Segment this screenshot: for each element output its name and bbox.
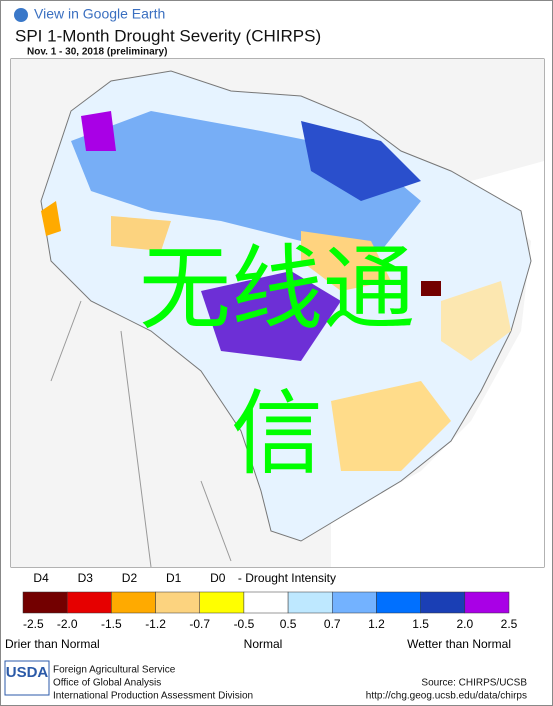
tick-label: -0.7: [189, 617, 210, 631]
tick-label: 2.5: [501, 617, 518, 631]
watermark: 信: [231, 383, 323, 485]
drought-category: D4: [33, 571, 49, 585]
map-title: SPI 1-Month Drought Severity (CHIRPS): [15, 26, 321, 45]
tick-label: -2.5: [23, 617, 44, 631]
color-bin: [287, 591, 333, 614]
color-bin: [22, 591, 68, 614]
usda-logo: [4, 660, 50, 696]
tick-label: -1.2: [145, 617, 166, 631]
drought-category: D1: [166, 571, 182, 585]
watermark: 无线通: [139, 238, 415, 340]
legend-caption: - Drought Intensity: [238, 571, 336, 585]
color-bin: [199, 591, 245, 614]
google-earth-link[interactable]: View in Google Earth: [34, 6, 165, 22]
color-bin: [332, 591, 377, 614]
tick-label: 2.0: [456, 617, 473, 631]
tick-label: 0.7: [324, 617, 341, 631]
source-url[interactable]: http://chg.geog.ucsb.edu/data/chirps: [366, 691, 527, 702]
legend: D4 D3 D2 D1 D0 - Drought Intensity -2.5 -2.0 -1.…: [5, 571, 518, 651]
globe-icon[interactable]: [14, 8, 28, 22]
color-bin: [376, 591, 421, 614]
footer-line: Office of Global Analysis: [53, 678, 161, 689]
map: [10, 58, 545, 568]
map-subtitle: Nov. 1 - 30, 2018 (preliminary): [27, 47, 167, 58]
drought-category: D2: [122, 571, 138, 585]
usda-logo-text: USDA: [6, 664, 49, 681]
color-bin: [155, 591, 200, 614]
tick-label: -0.5: [234, 617, 255, 631]
legend-label: Wetter than Normal: [407, 637, 511, 651]
color-bin: [66, 591, 112, 614]
tick-label: -1.5: [101, 617, 122, 631]
footer-line: Foreign Agricultural Service: [53, 665, 176, 676]
color-bin: [111, 591, 156, 614]
legend-label: Normal: [244, 637, 283, 651]
tick-label: 0.5: [280, 617, 297, 631]
tick-label: 1.5: [412, 617, 429, 631]
color-bin: [243, 591, 289, 614]
color-bin: [464, 591, 510, 614]
footer-line: International Production Assessment Divi…: [53, 691, 253, 702]
tick-label: -2.0: [57, 617, 78, 631]
tick-label: 1.2: [368, 617, 385, 631]
drought-category: D3: [78, 571, 94, 585]
source: Source: CHIRPS/UCSB: [421, 678, 527, 689]
drought-category: D0: [210, 571, 226, 585]
legend-label: Drier than Normal: [5, 637, 100, 651]
color-bin: [420, 591, 466, 614]
